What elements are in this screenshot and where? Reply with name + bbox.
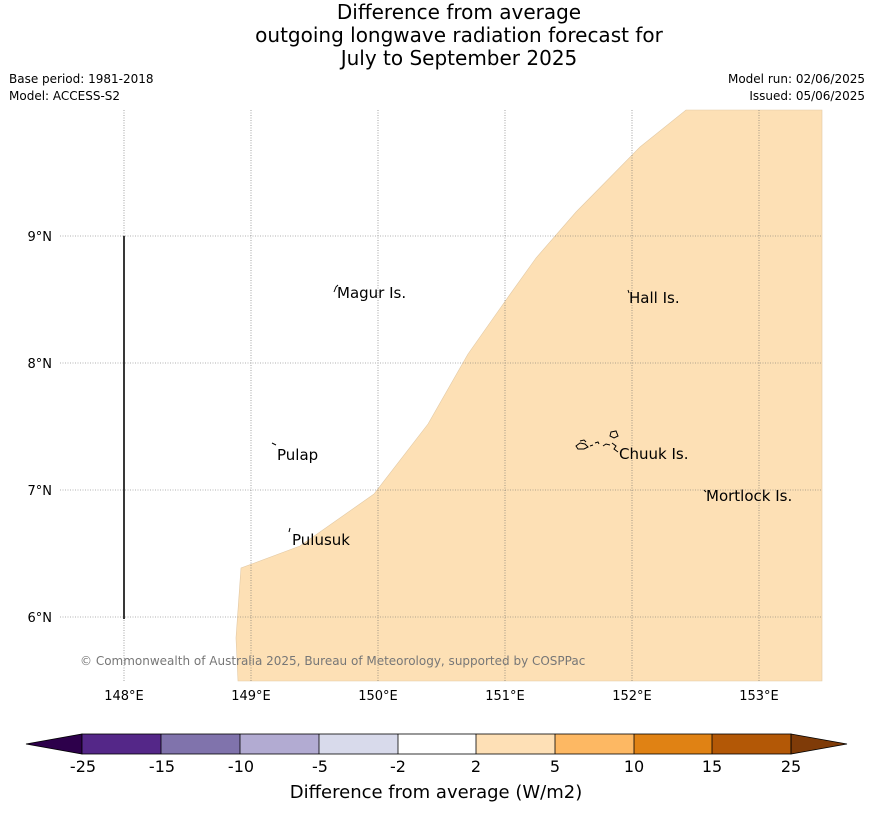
lon-label-150e: 150°E — [358, 689, 398, 704]
pulap-island — [271, 442, 277, 446]
colorbar-frame — [81, 733, 792, 755]
lat-label-6n: 6°N — [28, 611, 53, 626]
colorbar-box-3 — [240, 734, 319, 754]
island-outlines — [271, 284, 707, 533]
colorbar-box-8 — [634, 734, 712, 754]
colorbar-tick-label: 2 — [471, 757, 481, 776]
colorbar-box-7 — [555, 734, 634, 754]
lat-label-9n: 9°N — [28, 230, 53, 245]
colorbar-tick-label: 25 — [781, 757, 801, 776]
lat-label-7n: 7°N — [28, 484, 53, 499]
lon-label-151e: 151°E — [485, 689, 525, 704]
mortlock-island — [703, 489, 707, 493]
model-run: Model run: 02/06/2025 — [727, 72, 865, 86]
title-line-2: outgoing longwave radiation forecast for — [255, 23, 663, 47]
chuuk-islands — [575, 430, 619, 453]
place-pulusuk: Pulusuk — [292, 531, 350, 549]
place-pulap: Pulap — [277, 446, 318, 464]
colorbar-tick-label: -25 — [70, 757, 96, 776]
colorbar-tick-label: -2 — [390, 757, 406, 776]
model-name: Model: ACCESS-S2 — [9, 89, 121, 103]
colorbar-tick-label: 5 — [550, 757, 560, 776]
colorbar-box-1 — [82, 734, 161, 754]
colorbar-extend-low — [25, 733, 83, 755]
colorbar-extend-high — [790, 733, 848, 755]
place-magur: Magur Is. — [337, 284, 406, 302]
title-line-3: July to September 2025 — [340, 46, 578, 70]
lon-label-153e: 153°E — [739, 689, 779, 704]
colorbar-tick-label: 10 — [624, 757, 644, 776]
pulusuk-island — [288, 527, 291, 533]
colorbar-tick-label: -10 — [228, 757, 254, 776]
colorbar — [25, 733, 848, 755]
lat-label-8n: 8°N — [28, 357, 53, 372]
meta-left: Base period: 1981-2018 Model: ACCESS-S2 — [9, 71, 154, 105]
title-line-1: Difference from average — [336, 0, 582, 24]
colorbar-box-2 — [161, 734, 240, 754]
map-title: Difference from average outgoing longwav… — [0, 1, 873, 70]
anomaly-region — [235, 109, 823, 682]
issued-date: Issued: 05/06/2025 — [749, 89, 865, 103]
place-mortlock: Mortlock Is. — [706, 487, 792, 505]
colorbar-box-6 — [476, 734, 555, 754]
magur-island — [333, 284, 339, 293]
colorbar-tick-label: -15 — [149, 757, 175, 776]
place-hall: Hall Is. — [629, 289, 680, 307]
place-chuuk: Chuuk Is. — [619, 445, 688, 463]
meta-right: Model run: 02/06/2025 Issued: 05/06/2025 — [728, 71, 865, 105]
lon-label-152e: 152°E — [612, 689, 652, 704]
copyright-notice: © Commonwealth of Australia 2025, Bureau… — [80, 654, 585, 668]
colorbar-axis-label: Difference from average (W/m2) — [290, 782, 582, 803]
colorbar-tick-label: 15 — [702, 757, 722, 776]
lon-label-148e: 148°E — [104, 689, 144, 704]
colorbar-box-4 — [319, 734, 398, 754]
colorbar-tick-label: -5 — [312, 757, 328, 776]
base-period: Base period: 1981-2018 — [9, 72, 154, 86]
lon-label-149e: 149°E — [231, 689, 271, 704]
colorbar-box-9 — [712, 734, 791, 754]
colorbar-box-5 — [398, 734, 476, 754]
hall-island — [627, 289, 630, 294]
